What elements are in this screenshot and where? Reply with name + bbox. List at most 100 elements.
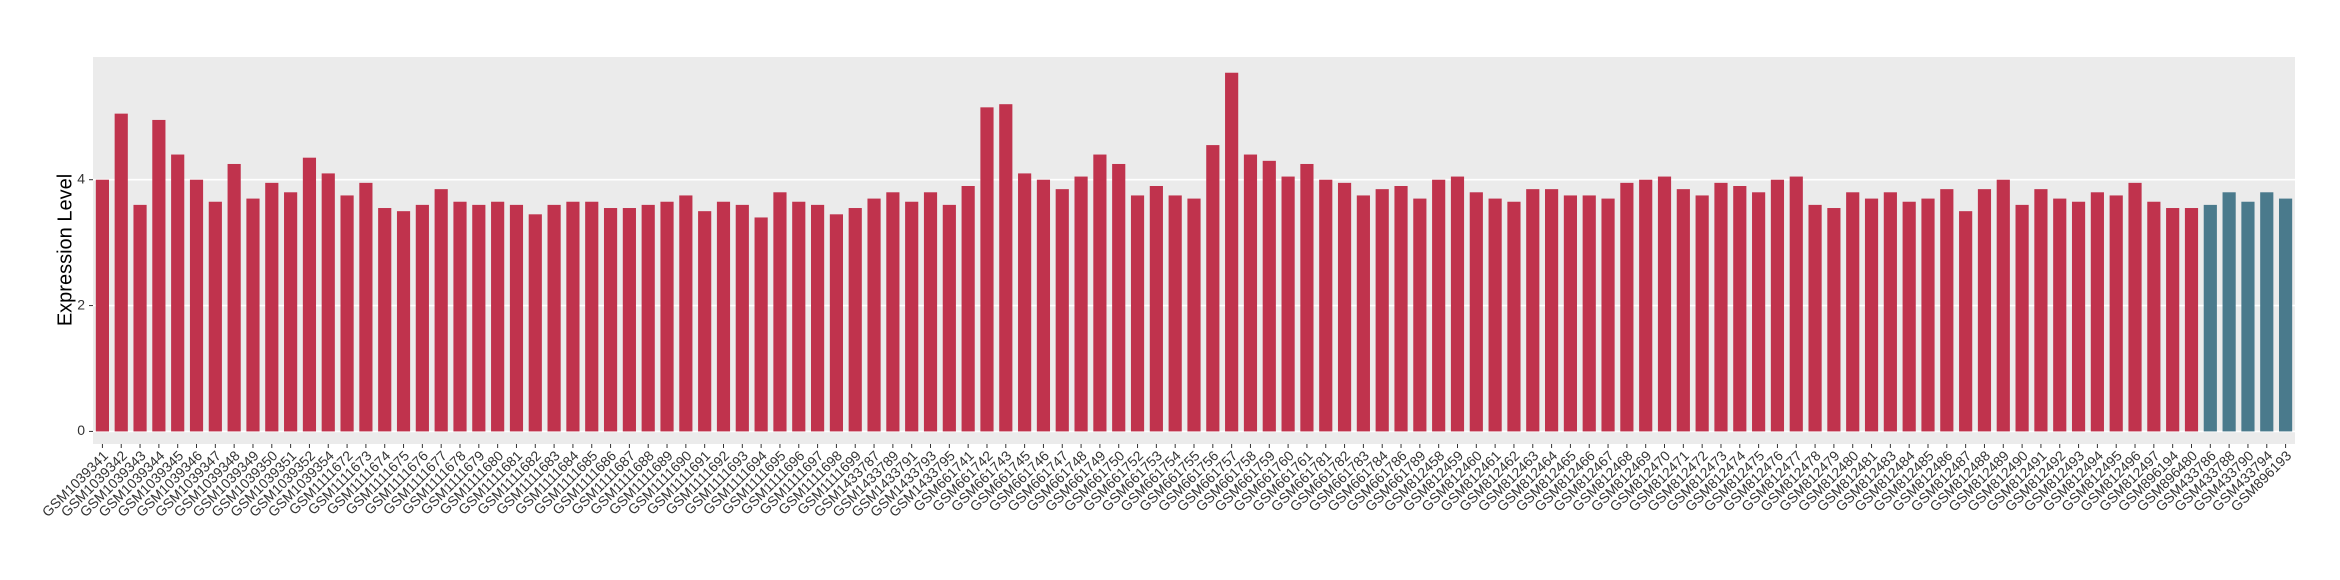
- bar: [1563, 195, 1577, 432]
- bar: [1507, 201, 1521, 432]
- y-axis-title: Expression Level: [54, 174, 76, 326]
- bar: [1789, 176, 1803, 432]
- bar: [1375, 189, 1389, 432]
- bar: [2109, 195, 2123, 432]
- bar: [811, 204, 825, 432]
- bar: [2184, 208, 2199, 432]
- bar: [434, 189, 448, 432]
- bar: [754, 217, 768, 432]
- bar: [1281, 176, 1295, 432]
- bar: [1168, 195, 1182, 432]
- bar: [2279, 198, 2293, 432]
- bar: [641, 204, 655, 432]
- bar: [1262, 160, 1276, 432]
- bar: [95, 179, 109, 432]
- bar: [1846, 192, 1860, 432]
- bar: [886, 192, 900, 432]
- bar: [1018, 173, 1032, 432]
- bar: [923, 192, 938, 432]
- bar: [1526, 189, 1540, 432]
- bar: [1752, 192, 1766, 432]
- bar: [1883, 192, 1897, 432]
- y-tick-label: 4: [77, 170, 85, 186]
- bar: [114, 113, 128, 432]
- bar: [1695, 195, 1709, 432]
- bar: [171, 154, 185, 432]
- bar: [1657, 176, 1672, 432]
- bar: [208, 201, 222, 432]
- bar: [528, 214, 542, 432]
- bar: [1601, 198, 1615, 432]
- bar: [2222, 192, 2236, 432]
- bar: [1714, 182, 1728, 432]
- bar: [227, 163, 241, 432]
- bar: [1469, 192, 1483, 432]
- bar: [321, 173, 335, 432]
- bar: [1921, 198, 1935, 432]
- bar: [547, 204, 561, 432]
- bar: [1093, 154, 1107, 432]
- bar: [1770, 179, 1785, 432]
- bar: [1337, 182, 1352, 432]
- bar: [2090, 192, 2104, 432]
- bar: [396, 211, 411, 432]
- bar: [415, 204, 429, 432]
- bar: [867, 198, 881, 432]
- bar: [980, 107, 994, 432]
- bar: [1112, 163, 1126, 432]
- bar: [1808, 204, 1822, 432]
- bar: [716, 201, 731, 432]
- bar: [1620, 182, 1634, 432]
- bar: [265, 182, 279, 432]
- bar: [472, 204, 486, 432]
- bar: [848, 208, 862, 432]
- bar: [1187, 198, 1201, 432]
- bar: [1149, 186, 1163, 432]
- bar: [1356, 195, 1370, 432]
- bar: [905, 201, 919, 432]
- bar: [1243, 154, 1258, 432]
- bar: [2071, 201, 2086, 432]
- bar: [152, 119, 166, 432]
- y-tick-label: 0: [77, 422, 85, 438]
- bar: [2241, 201, 2255, 432]
- bar: [2166, 208, 2180, 432]
- bar: [735, 204, 749, 432]
- bar: [2147, 201, 2161, 432]
- bar: [698, 211, 712, 432]
- bar: [2260, 192, 2274, 432]
- bar: [566, 201, 580, 432]
- bar: [585, 201, 599, 432]
- bar: [302, 157, 317, 432]
- bar: [1394, 186, 1408, 432]
- bar: [2053, 198, 2067, 432]
- bar: [2128, 182, 2142, 432]
- bar: [1902, 201, 1916, 432]
- bar: [1996, 179, 2010, 432]
- bar: [1450, 176, 1465, 432]
- bar: [942, 204, 956, 432]
- bar: [1130, 195, 1145, 432]
- bar: [1036, 179, 1051, 432]
- bar: [2034, 189, 2048, 432]
- bar: [1319, 179, 1333, 432]
- bar: [1206, 145, 1220, 432]
- bar: [1959, 211, 1973, 432]
- bar: [491, 201, 505, 432]
- y-tick-label: 2: [77, 296, 85, 312]
- bar: [622, 208, 636, 432]
- bar: [246, 198, 260, 432]
- bar: [773, 192, 787, 432]
- bar: [1545, 189, 1559, 432]
- bar: [1055, 189, 1069, 432]
- bar: [792, 201, 806, 432]
- bar: [660, 201, 674, 432]
- bar: [603, 208, 618, 432]
- bar: [284, 192, 298, 432]
- bar: [340, 195, 354, 432]
- bar: [829, 214, 843, 432]
- bar: [359, 182, 373, 432]
- bar: [2015, 204, 2029, 432]
- bar: [1488, 198, 1502, 432]
